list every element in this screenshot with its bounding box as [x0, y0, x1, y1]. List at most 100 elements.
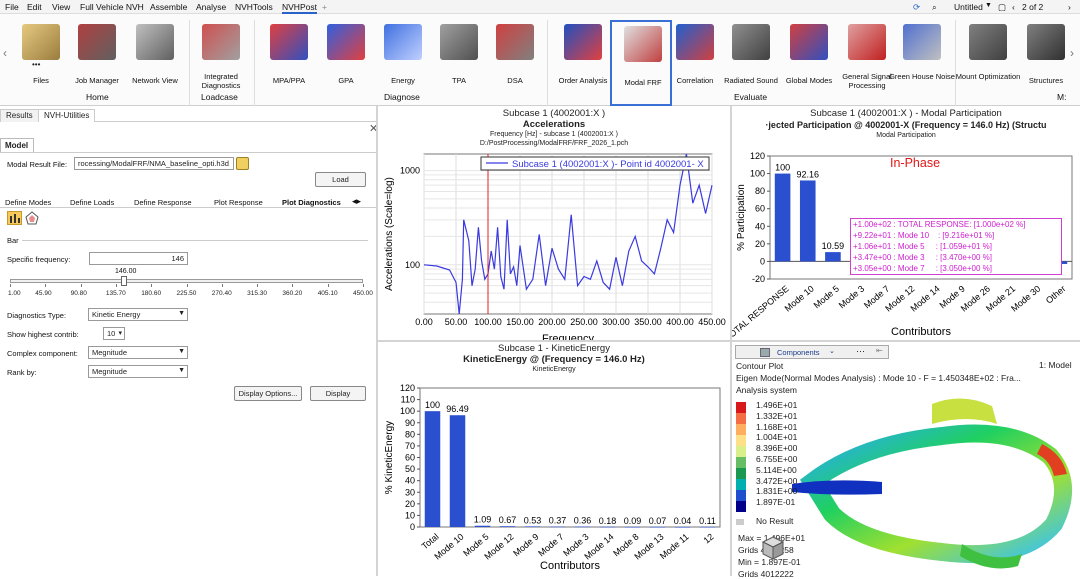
- display-button[interactable]: Display: [310, 386, 366, 401]
- sync-icon[interactable]: ⟳: [913, 2, 921, 12]
- page-next-icon[interactable]: ›: [1068, 2, 1071, 12]
- window-icon[interactable]: ▢: [998, 2, 1007, 12]
- menu-view[interactable]: View: [52, 2, 71, 12]
- tab-results[interactable]: Results: [0, 109, 39, 122]
- folder-icon[interactable]: [236, 157, 249, 170]
- collapse-icon[interactable]: ⇤: [876, 346, 883, 355]
- frequency-slider-thumb[interactable]: [121, 276, 128, 286]
- menu-analyse[interactable]: Analyse: [196, 2, 227, 12]
- diagnostics-type-select[interactable]: Kinetic Energy ▼: [88, 308, 188, 321]
- ribbon-scroll-right-icon[interactable]: ›: [1070, 46, 1074, 60]
- ribbon-tool-files[interactable]: Files •••: [10, 20, 72, 106]
- chevron-down-icon[interactable]: ▼: [985, 2, 992, 9]
- ribbon-tool-network-view[interactable]: Network View: [124, 20, 186, 106]
- ribbon-tool-label: Files: [33, 76, 49, 85]
- kinetic-energy-bar-chart[interactable]: 0102030405060708090100110120100Total96.4…: [378, 342, 730, 576]
- chevron-down-icon[interactable]: ⌄: [829, 348, 835, 355]
- kinetic-bar[interactable]: [624, 526, 641, 528]
- menu-edit[interactable]: Edit: [27, 2, 42, 12]
- more-options-icon[interactable]: ⋯: [856, 346, 865, 356]
- subtab-define-response[interactable]: Define Response: [134, 198, 192, 207]
- ribbon-tool-general-signal-processing[interactable]: General Signal Processing: [836, 20, 898, 106]
- ribbon-tool-order-analysis[interactable]: Order Analysis: [552, 20, 614, 106]
- legend-value: 1.897E-01: [756, 497, 796, 508]
- bar-chart-mode-icon[interactable]: [7, 211, 22, 225]
- group-home: Home: [86, 92, 109, 102]
- kinetic-bar[interactable]: [524, 526, 541, 527]
- view-cube-icon[interactable]: [761, 535, 785, 561]
- ribbon-tool-mpa-ppa[interactable]: MPA/PPA: [258, 20, 320, 106]
- ribbon-tool-modal-frf[interactable]: Modal FRF: [610, 20, 672, 106]
- ribbon-tool-tpa[interactable]: TPA: [428, 20, 490, 106]
- menu-nvhtools[interactable]: NVHTools: [235, 2, 273, 12]
- untitled-dropdown[interactable]: Untitled: [954, 2, 983, 12]
- complex-component-select[interactable]: Megnitude ▼: [88, 346, 188, 359]
- fe-model-viewport[interactable]: [792, 384, 1080, 576]
- frf-xtick: 450.00: [698, 317, 726, 327]
- ribbon-tool-global-modes[interactable]: Global Modes: [778, 20, 840, 106]
- participation-bar[interactable]: [825, 252, 841, 262]
- kinetic-data-label: 0.53: [524, 515, 542, 525]
- kinetic-bar[interactable]: [549, 526, 566, 528]
- kinetic-bar[interactable]: [674, 526, 691, 528]
- participation-bar[interactable]: [799, 180, 816, 262]
- legend-value: 1.168E+01: [756, 421, 798, 432]
- add-tab-icon[interactable]: +: [322, 2, 327, 12]
- components-dropdown[interactable]: Components: [777, 348, 820, 357]
- subtab-define-loads[interactable]: Define Loads: [70, 198, 115, 207]
- more-icon[interactable]: •••: [32, 60, 41, 69]
- modal-result-input[interactable]: rocessing/ModalFRF/NMA_baseline_opti.h3d: [74, 157, 234, 170]
- kinetic-bar[interactable]: [449, 415, 466, 527]
- ribbon: ‹ › Files ••• Job Manager Network View Integ…: [0, 14, 1080, 106]
- frf-line-chart[interactable]: 0.00 50.00 100.00 150.00 200.00 250.00 300.00 3…: [378, 106, 730, 340]
- kinetic-bar[interactable]: [649, 526, 666, 528]
- kinetic-bar[interactable]: [699, 526, 716, 528]
- menu-nvhpost[interactable]: NVHPost: [282, 2, 317, 14]
- close-icon[interactable]: ✕: [369, 123, 379, 135]
- menu-file[interactable]: File: [5, 2, 19, 12]
- subtab-scroll-icon[interactable]: ◂▸: [352, 196, 362, 206]
- menu-full-vehicle-nvh[interactable]: Full Vehicle NVH: [80, 2, 144, 12]
- kinetic-ytick: 40: [405, 476, 415, 486]
- ribbon-tool-gpa[interactable]: GPA: [315, 20, 377, 106]
- ribbon-tool-label: MPA/PPA: [272, 76, 306, 85]
- ribbon-tool-mount-optimization[interactable]: Mount Optimization: [956, 20, 1020, 106]
- participation-bar[interactable]: [774, 173, 791, 262]
- tab-nvh-utilities[interactable]: NVH-Utilities: [38, 109, 96, 122]
- subtab-define-modes[interactable]: Define Modes: [5, 198, 52, 207]
- ribbon-tool-green-house-noise[interactable]: Green House Noise: [889, 20, 955, 106]
- page-prev-icon[interactable]: ‹: [1012, 2, 1015, 12]
- subtab-plot-diagnostics[interactable]: Plot Diagnostics: [282, 198, 341, 207]
- rank-by-select[interactable]: Megnitude ▼: [88, 365, 188, 378]
- ribbon-tool-correlation[interactable]: Correlation: [664, 20, 726, 106]
- display-options-button[interactable]: Display Options...: [234, 386, 302, 401]
- kinetic-bar[interactable]: [574, 526, 591, 528]
- kinetic-bar[interactable]: [474, 525, 491, 527]
- kinetic-bar[interactable]: [424, 411, 441, 527]
- subtab-plot-response[interactable]: Plot Response: [214, 198, 263, 207]
- legend-value: 1.831E+00: [756, 486, 798, 497]
- frequency-slider[interactable]: [10, 279, 363, 283]
- menu-assemble[interactable]: Assemble: [150, 2, 188, 12]
- search-icon[interactable]: ⌕: [932, 2, 937, 12]
- ribbon-tool-radiated-sound[interactable]: Radiated Sound: [720, 20, 782, 106]
- slider-tick: [45, 284, 47, 287]
- ribbon-tool-energy[interactable]: Energy: [372, 20, 434, 106]
- frf-ytick: 100: [405, 260, 420, 270]
- fe-model-frame[interactable]: [800, 424, 1073, 563]
- kinetic-bar[interactable]: [499, 526, 516, 527]
- ribbon-tool-structures[interactable]: Structures: [1015, 20, 1077, 106]
- specific-frequency-input[interactable]: 146: [89, 252, 188, 265]
- ribbon-tool-dsa[interactable]: DSA: [484, 20, 546, 106]
- ribbon-tool-integrated-diagnostics[interactable]: Integrated Diagnostics: [190, 20, 252, 106]
- load-button[interactable]: Load: [315, 172, 366, 187]
- ribbon-scroll-left-icon[interactable]: ‹: [3, 46, 7, 60]
- tab-model[interactable]: Model: [0, 138, 34, 152]
- network-view-icon: [136, 24, 174, 60]
- kinetic-bar[interactable]: [599, 526, 616, 528]
- show-highest-select[interactable]: 10 ▾: [103, 327, 125, 340]
- radar-chart-mode-icon[interactable]: [25, 211, 40, 225]
- tooltip-line: +3.05e+00 : Mode 7 : [3.050e+00 %]: [853, 264, 992, 273]
- tooltip-line: +1.06e+01 : Mode 5 : [1.059e+01 %]: [853, 242, 992, 251]
- ribbon-tool-job-manager[interactable]: Job Manager: [66, 20, 128, 106]
